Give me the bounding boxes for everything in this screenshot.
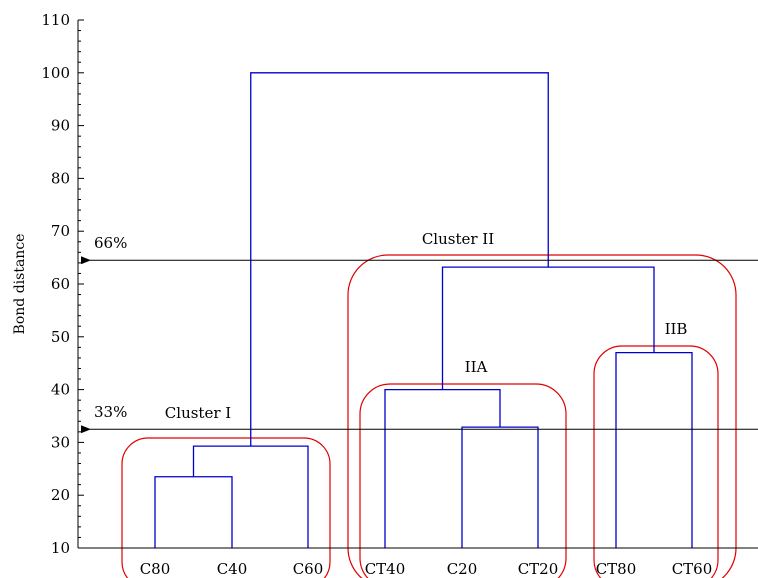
y-tick-label: 30	[51, 433, 70, 451]
y-tick-label: 100	[41, 64, 70, 82]
cluster-outline	[359, 383, 567, 578]
cut-line-label: 33%	[94, 403, 127, 421]
dendrogram-link	[384, 388, 501, 548]
dendrogram-link	[154, 476, 233, 548]
y-tick-label: 90	[51, 117, 70, 135]
leaf-label: CT80	[596, 560, 637, 578]
leaf-label: C80	[140, 560, 171, 578]
cut-line-label: 66%	[94, 234, 127, 252]
y-tick-label: 20	[51, 486, 70, 504]
cluster-label: IIB	[665, 320, 688, 338]
leaf-label: C60	[293, 560, 324, 578]
leaf-label: C20	[447, 560, 478, 578]
leaf-label: CT60	[672, 560, 713, 578]
cluster-label: Cluster I	[165, 404, 231, 422]
dendrogram-link	[461, 426, 539, 548]
dendrogram-link	[615, 351, 693, 548]
dendrogram-link	[192, 445, 309, 548]
y-tick-label: 40	[51, 381, 70, 399]
cluster-outline	[593, 345, 719, 578]
y-tick-label: 70	[51, 222, 70, 240]
leaf-label: CT40	[365, 560, 406, 578]
y-tick-label: 80	[51, 169, 70, 187]
cluster-outline	[347, 254, 737, 578]
leaf-label: CT20	[518, 560, 559, 578]
y-tick-label: 60	[51, 275, 70, 293]
dendrogram-link	[250, 72, 549, 447]
y-tick-label: 50	[51, 328, 70, 346]
y-axis-title: Bond distance	[12, 234, 28, 335]
leaf-label: C40	[217, 560, 248, 578]
cluster-outline	[121, 437, 331, 578]
cluster-label: Cluster II	[422, 230, 494, 248]
cluster-label: IIA	[465, 358, 488, 376]
y-tick-label: 10	[51, 539, 70, 557]
y-tick-label: 110	[41, 11, 70, 29]
